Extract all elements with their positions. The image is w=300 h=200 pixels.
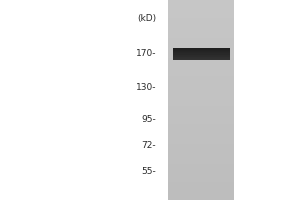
Text: 95-: 95-: [141, 116, 156, 124]
Text: (kD): (kD): [137, 14, 156, 22]
Text: 130-: 130-: [136, 83, 156, 92]
Text: 72-: 72-: [141, 142, 156, 150]
Bar: [168, 0, 234, 200]
Text: 55-: 55-: [141, 168, 156, 176]
Text: 170-: 170-: [136, 49, 156, 58]
